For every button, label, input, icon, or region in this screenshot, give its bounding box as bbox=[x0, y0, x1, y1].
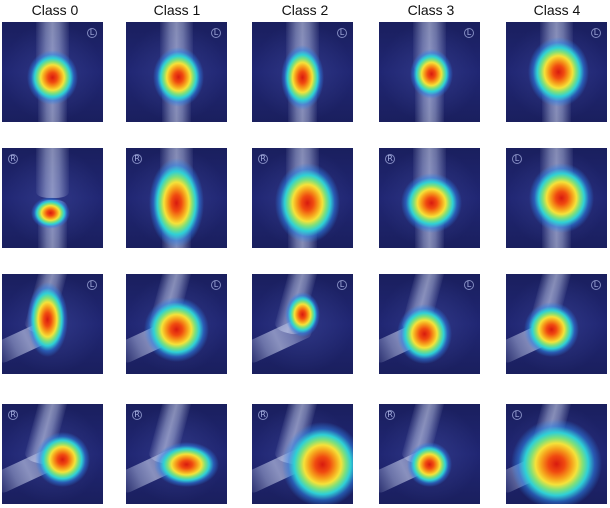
attention-heatmap bbox=[401, 173, 462, 233]
attention-heatmap bbox=[410, 49, 453, 99]
attention-heatmap bbox=[274, 163, 341, 243]
side-marker: L bbox=[591, 28, 601, 38]
side-marker: R bbox=[385, 154, 395, 164]
side-marker: L bbox=[87, 28, 97, 38]
heatmap-tile: R bbox=[126, 404, 227, 504]
heatmap-tile: R bbox=[252, 404, 353, 504]
attention-heatmap bbox=[528, 163, 595, 233]
side-marker: L bbox=[464, 280, 474, 290]
attention-heatmap bbox=[27, 281, 68, 357]
attention-heatmap bbox=[396, 304, 453, 364]
heatmap-tile: R bbox=[126, 148, 227, 248]
side-marker: R bbox=[258, 154, 268, 164]
attention-heatmap bbox=[523, 301, 580, 357]
column-label-class-2: Class 2 bbox=[281, 2, 329, 18]
attention-heatmap bbox=[27, 49, 78, 105]
side-marker: L bbox=[211, 280, 221, 290]
attention-heatmap bbox=[153, 47, 204, 107]
heatmap-tile: L bbox=[506, 22, 607, 122]
attention-heatmap bbox=[148, 158, 205, 248]
column-label-class-1: Class 1 bbox=[153, 2, 201, 18]
side-marker: L bbox=[512, 410, 522, 420]
side-marker: R bbox=[385, 410, 395, 420]
attention-heatmap bbox=[143, 296, 210, 362]
side-marker: R bbox=[8, 154, 18, 164]
heatmap-tile: L bbox=[126, 274, 227, 374]
side-marker: L bbox=[591, 280, 601, 290]
side-marker: L bbox=[464, 28, 474, 38]
heatmap-tile: L bbox=[252, 274, 353, 374]
side-marker: R bbox=[258, 410, 268, 420]
bone-shaft bbox=[36, 148, 69, 198]
heatmap-tile: R bbox=[2, 404, 103, 504]
attention-heatmap bbox=[406, 441, 453, 487]
attention-heatmap bbox=[282, 421, 353, 504]
column-label-class-0: Class 0 bbox=[31, 2, 79, 18]
heatmap-tile: L bbox=[2, 274, 103, 374]
heatmap-tile: R bbox=[379, 404, 480, 504]
side-marker: L bbox=[337, 280, 347, 290]
heatmap-tile: L bbox=[506, 148, 607, 248]
heatmap-tile: L bbox=[126, 22, 227, 122]
column-label-class-3: Class 3 bbox=[407, 2, 455, 18]
attention-heatmap bbox=[511, 419, 602, 504]
heatmap-tile: R bbox=[2, 148, 103, 248]
attention-heatmap bbox=[284, 291, 321, 337]
heatmap-tile: L bbox=[252, 22, 353, 122]
column-label-class-4: Class 4 bbox=[533, 2, 581, 18]
heatmap-tile: L bbox=[506, 404, 607, 504]
heatmap-tile: L bbox=[506, 274, 607, 374]
attention-heatmap bbox=[153, 441, 220, 487]
heatmap-tile: L bbox=[379, 274, 480, 374]
side-marker: R bbox=[132, 410, 142, 420]
heatmap-tile: R bbox=[252, 148, 353, 248]
attention-heatmap bbox=[528, 37, 589, 107]
heatmap-tile: L bbox=[2, 22, 103, 122]
heatmap-tile: L bbox=[379, 22, 480, 122]
side-marker: L bbox=[337, 28, 347, 38]
heatmap-tile: R bbox=[379, 148, 480, 248]
side-marker: L bbox=[512, 154, 522, 164]
side-marker: R bbox=[132, 154, 142, 164]
attention-heatmap bbox=[34, 431, 91, 487]
side-marker: R bbox=[8, 410, 18, 420]
side-marker: L bbox=[211, 28, 221, 38]
side-marker: L bbox=[87, 280, 97, 290]
attention-heatmap bbox=[31, 197, 70, 229]
attention-heatmap bbox=[281, 44, 324, 110]
